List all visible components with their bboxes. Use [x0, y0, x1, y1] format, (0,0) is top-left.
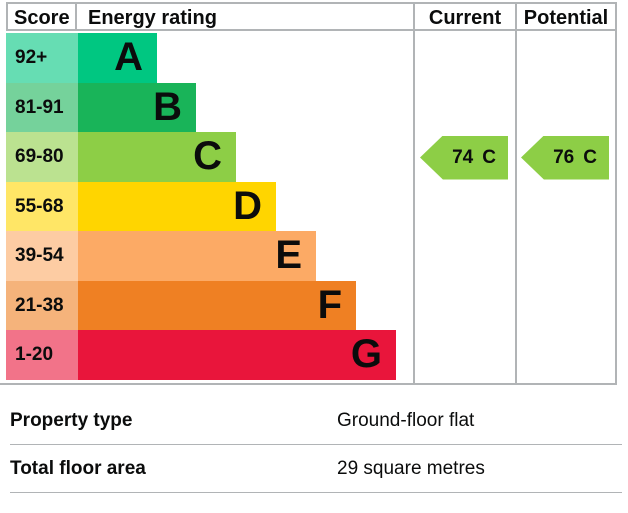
chart-right-border: [615, 2, 617, 385]
band-letter: C: [193, 134, 222, 178]
epc-rating-chart: Score Energy rating Current Potential 92…: [0, 2, 617, 385]
band-bar: C: [78, 132, 236, 182]
band-letter: B: [153, 84, 182, 129]
detail-row-total-floor-area: Total floor area 29 square metres: [10, 445, 622, 493]
potential-column-divider: [515, 2, 517, 385]
detail-value: 29 square metres: [337, 458, 485, 479]
band-score-label: 1-20: [6, 330, 78, 380]
current-rating-value: 74: [452, 146, 474, 168]
chart-bottom-border: [0, 383, 617, 385]
band-letter: E: [275, 233, 302, 277]
detail-value: Ground-floor flat: [337, 410, 475, 431]
potential-rating-value: 76: [553, 146, 575, 168]
property-details: Property type Ground-floor flat Total fl…: [10, 397, 622, 493]
band-letter: G: [350, 332, 382, 376]
band-row: 81-91 B: [6, 82, 406, 132]
band-score-label: 39-54: [6, 231, 78, 281]
band-row: 21-38 F: [6, 280, 406, 330]
rating-bands: 92+ A 81-91 B 69-80 C 55-68 D 39-54 E 21…: [6, 33, 406, 380]
current-rating-band: C: [482, 146, 496, 168]
band-score-label: 81-91: [6, 82, 78, 132]
band-score-label: 21-38: [6, 280, 78, 330]
chart-top-border: [6, 2, 617, 4]
band-bar: A: [78, 33, 157, 83]
band-row: 92+ A: [6, 33, 406, 83]
potential-rating-band: C: [583, 146, 597, 168]
current-rating-arrow: 74 C: [420, 135, 508, 180]
band-letter: F: [317, 282, 342, 327]
detail-label: Total floor area: [10, 458, 146, 479]
band-bar: E: [78, 231, 316, 281]
current-column-divider: [413, 2, 415, 385]
band-row: 39-54 E: [6, 231, 406, 281]
score-column-header: Score: [14, 7, 70, 29]
detail-row-property-type: Property type Ground-floor flat: [10, 397, 622, 445]
band-bar: G: [78, 330, 396, 380]
header-underline: [6, 29, 617, 31]
band-score-label: 69-80: [6, 132, 78, 182]
band-letter: A: [114, 35, 143, 79]
potential-column-header: Potential: [523, 7, 609, 29]
band-letter: D: [233, 183, 262, 228]
current-column-header: Current: [428, 7, 502, 29]
band-score-label: 55-68: [6, 181, 78, 231]
potential-rating-arrow: 76 C: [521, 135, 609, 180]
band-bar: D: [78, 181, 276, 231]
header-left-border: [6, 3, 8, 30]
energy-rating-column-header: Energy rating: [88, 7, 217, 29]
band-row: 69-80 C: [6, 132, 406, 182]
band-row: 1-20 G: [6, 330, 406, 380]
band-bar: B: [78, 82, 196, 132]
score-column-divider: [75, 4, 77, 30]
band-score-label: 92+: [6, 33, 78, 83]
band-row: 55-68 D: [6, 181, 406, 231]
detail-label: Property type: [10, 410, 133, 431]
band-bar: F: [78, 280, 356, 330]
